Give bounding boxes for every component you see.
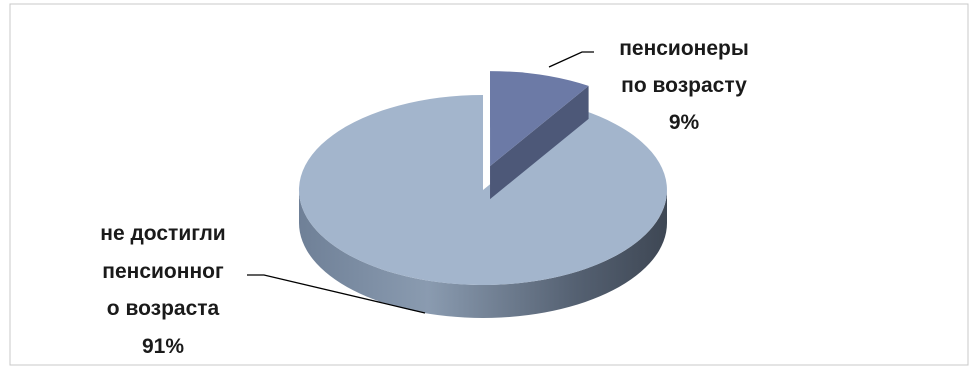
label-not-retired-line-1: не достигли — [100, 222, 225, 245]
pie-slice-not-retired-top — [298, 94, 667, 285]
label-not-retired-percent: 91% — [142, 335, 184, 358]
pie-slice-not-retired — [298, 94, 667, 318]
pie-slice-retired-inner-face — [490, 85, 589, 200]
leader-line-retired — [548, 51, 594, 68]
label-retired-line-1: пенсионеры — [619, 37, 749, 60]
pie-slice-not-retired-side — [299, 190, 667, 318]
pie-slice-retired — [490, 71, 589, 200]
leader-line-not-retired — [247, 274, 426, 314]
label-not-retired-line-3: о возраста — [107, 297, 220, 320]
label-not-retired-line-2: пенсионног — [102, 260, 224, 283]
label-retired-percent: 9% — [669, 111, 700, 134]
label-retired-line-2: по возрасту — [621, 74, 747, 97]
pie-slice-retired-top — [490, 71, 589, 167]
